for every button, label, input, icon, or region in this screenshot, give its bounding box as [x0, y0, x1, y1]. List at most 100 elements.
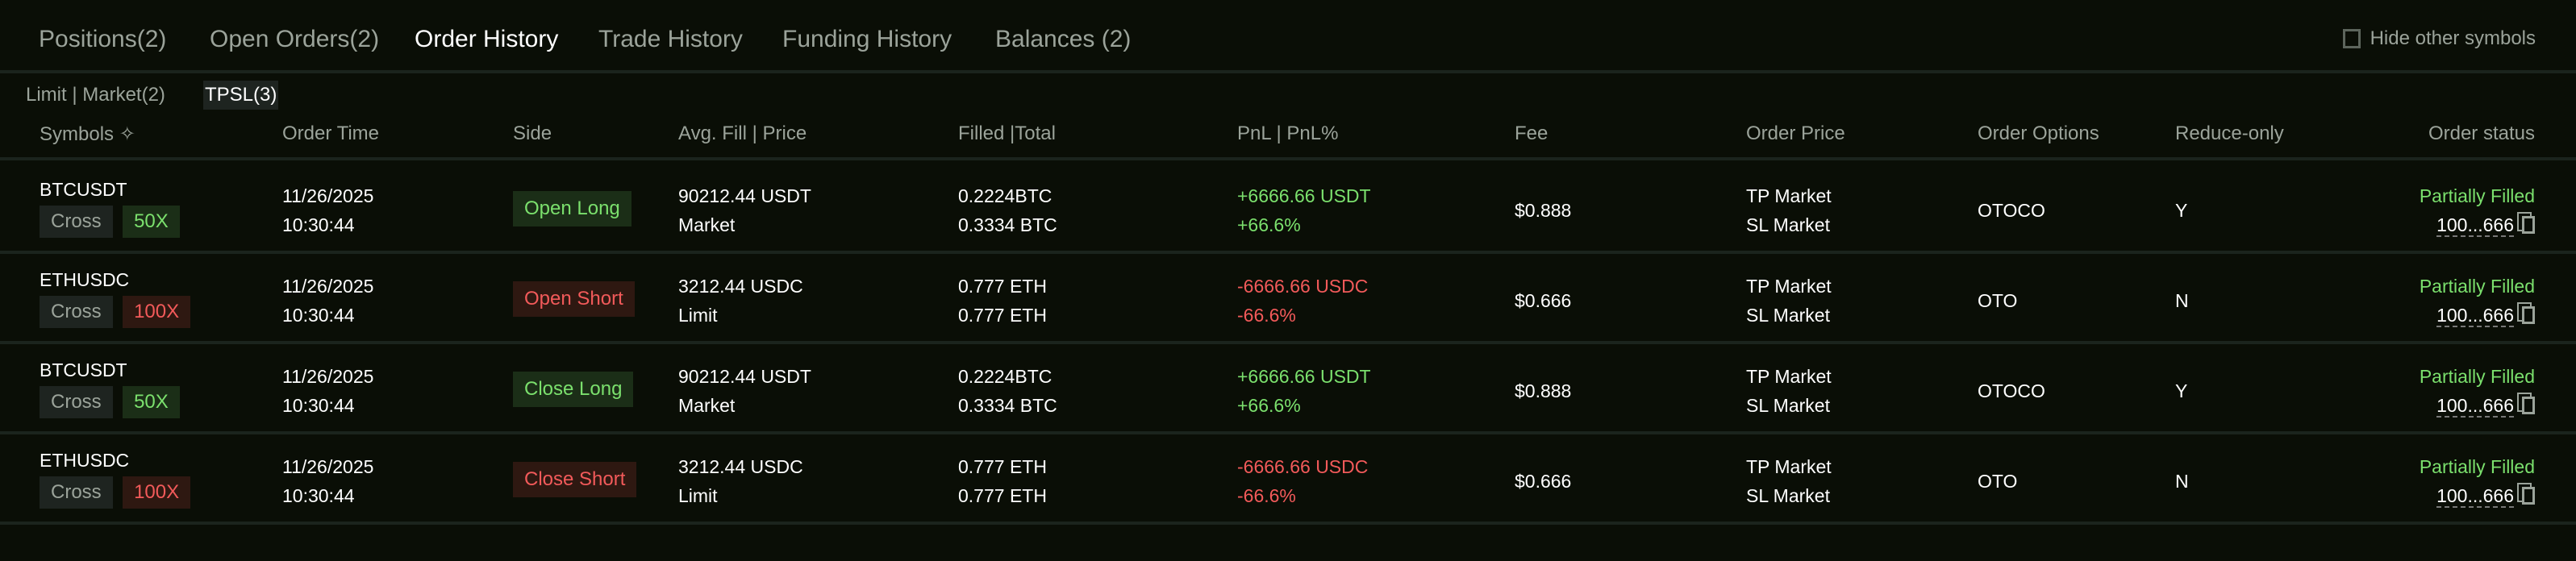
order-time: 10:30:44: [282, 214, 355, 235]
col-order-status: Order status: [2428, 123, 2535, 144]
side-badge: Open Short: [513, 281, 635, 317]
pnl-percent: +66.6%: [1237, 395, 1301, 416]
col-filled-total: Filled |Total: [958, 123, 1056, 144]
col-symbols: Symbols ✧: [40, 123, 135, 145]
pnl: +6666.66 USDT: [1237, 185, 1371, 206]
order-id[interactable]: 100...666: [2436, 305, 2514, 327]
tab-funding-history[interactable]: Funding History: [782, 26, 952, 52]
tab-open-orders[interactable]: Open Orders(2): [210, 26, 380, 52]
tab-bar: Positions(2) Open Orders(2) Order Histor…: [0, 0, 2576, 73]
tab-trade-history[interactable]: Trade History: [598, 26, 743, 52]
copy-icon[interactable]: [2522, 397, 2535, 414]
leverage-badge: 100X: [123, 296, 191, 328]
sl-price: SL Market: [1746, 395, 1830, 416]
filled: 0.777 ETH: [958, 456, 1047, 477]
order-status: Partially Filled: [2419, 456, 2535, 477]
symbol[interactable]: BTCUSDT: [40, 179, 127, 200]
fee: $0.666: [1515, 471, 1572, 492]
side-badge: Close Long: [513, 372, 634, 407]
fee: $0.888: [1515, 380, 1572, 401]
order-date: 11/26/2025: [282, 456, 374, 477]
avg-fill: 3212.44 USDC: [678, 456, 803, 477]
order-id[interactable]: 100...666: [2436, 485, 2514, 508]
col-pnl: PnL | PnL%: [1237, 123, 1339, 144]
col-order-time: Order Time: [282, 123, 380, 144]
pnl: -6666.66 USDC: [1237, 276, 1369, 297]
order-id[interactable]: 100...666: [2436, 214, 2514, 237]
order-status: Partially Filled: [2419, 366, 2535, 387]
price: Limit: [678, 485, 718, 506]
table-row: ETHUSDC Cross 100X 11/26/2025 10:30:44 C…: [0, 434, 2576, 525]
order-date: 11/26/2025: [282, 366, 374, 387]
reduce-only: N: [2175, 290, 2189, 311]
avg-fill: 90212.44 USDT: [678, 185, 811, 206]
order-options: OTO: [1978, 471, 2018, 492]
order-time: 10:30:44: [282, 485, 355, 506]
col-order-options: Order Options: [1978, 123, 2099, 144]
hide-other-symbols-label: Hide other symbols: [2370, 27, 2536, 49]
hide-other-symbols-toggle[interactable]: Hide other symbols: [2342, 27, 2536, 50]
pnl: -6666.66 USDC: [1237, 456, 1369, 477]
table-row: ETHUSDC Cross 100X 11/26/2025 10:30:44 O…: [0, 254, 2576, 344]
order-options: OTOCO: [1978, 200, 2045, 221]
col-reduce-only: Reduce-only: [2175, 123, 2284, 144]
avg-fill: 90212.44 USDT: [678, 366, 811, 387]
subtab-tpsl[interactable]: TPSL(3): [203, 81, 279, 110]
margin-mode-badge: Cross: [40, 296, 113, 328]
margin-mode-badge: Cross: [40, 476, 113, 509]
fee: $0.666: [1515, 290, 1572, 311]
pnl: +6666.66 USDT: [1237, 366, 1371, 387]
tab-order-history[interactable]: Order History: [415, 26, 559, 52]
symbol[interactable]: ETHUSDC: [40, 269, 130, 290]
sl-price: SL Market: [1746, 485, 1830, 506]
order-time: 10:30:44: [282, 305, 355, 326]
tab-positions[interactable]: Positions(2): [39, 26, 167, 52]
side-badge: Open Long: [513, 191, 631, 226]
sl-price: SL Market: [1746, 305, 1830, 326]
order-status: Partially Filled: [2419, 276, 2535, 297]
order-status: Partially Filled: [2419, 185, 2535, 206]
table-row: BTCUSDT Cross 50X 11/26/2025 10:30:44 Cl…: [0, 344, 2576, 434]
symbol[interactable]: ETHUSDC: [40, 450, 130, 471]
filled: 0.2224BTC: [958, 185, 1052, 206]
copy-icon[interactable]: [2522, 487, 2535, 505]
order-options: OTO: [1978, 290, 2018, 311]
reduce-only: N: [2175, 471, 2189, 492]
col-order-price: Order Price: [1746, 123, 1845, 144]
order-time: 10:30:44: [282, 395, 355, 416]
order-options: OTOCO: [1978, 380, 2045, 401]
order-date: 11/26/2025: [282, 276, 374, 297]
pnl-percent: -66.6%: [1237, 305, 1296, 326]
copy-icon[interactable]: [2522, 216, 2535, 234]
price: Market: [678, 214, 736, 235]
pnl-percent: +66.6%: [1237, 214, 1301, 235]
table-header: Symbols ✧ Order Time Side Avg. Fill | Pr…: [0, 121, 2576, 160]
pnl-percent: -66.6%: [1237, 485, 1296, 506]
col-side: Side: [513, 123, 552, 144]
filled: 0.777 ETH: [958, 276, 1047, 297]
total: 0.777 ETH: [958, 485, 1047, 506]
table-row: BTCUSDT Cross 50X 11/26/2025 10:30:44 Op…: [0, 164, 2576, 254]
total: 0.3334 BTC: [958, 214, 1057, 235]
col-fee: Fee: [1515, 123, 1549, 144]
copy-icon[interactable]: [2522, 306, 2535, 324]
margin-mode-badge: Cross: [40, 386, 113, 418]
fee: $0.888: [1515, 200, 1572, 221]
tp-price: TP Market: [1746, 185, 1832, 206]
leverage-badge: 100X: [123, 476, 191, 509]
reduce-only: Y: [2175, 200, 2188, 221]
reduce-only: Y: [2175, 380, 2188, 401]
checkbox[interactable]: [2342, 29, 2361, 48]
price: Market: [678, 395, 736, 416]
avg-fill: 3212.44 USDC: [678, 276, 803, 297]
subtab-limit-market[interactable]: Limit | Market(2): [26, 84, 165, 106]
price: Limit: [678, 305, 718, 326]
total: 0.777 ETH: [958, 305, 1047, 326]
pin-icon[interactable]: ✧: [119, 123, 135, 145]
tp-price: TP Market: [1746, 276, 1832, 297]
order-id[interactable]: 100...666: [2436, 395, 2514, 418]
symbol[interactable]: BTCUSDT: [40, 359, 127, 380]
tp-price: TP Market: [1746, 456, 1832, 477]
margin-mode-badge: Cross: [40, 206, 113, 238]
tab-balances[interactable]: Balances (2): [995, 26, 1132, 52]
